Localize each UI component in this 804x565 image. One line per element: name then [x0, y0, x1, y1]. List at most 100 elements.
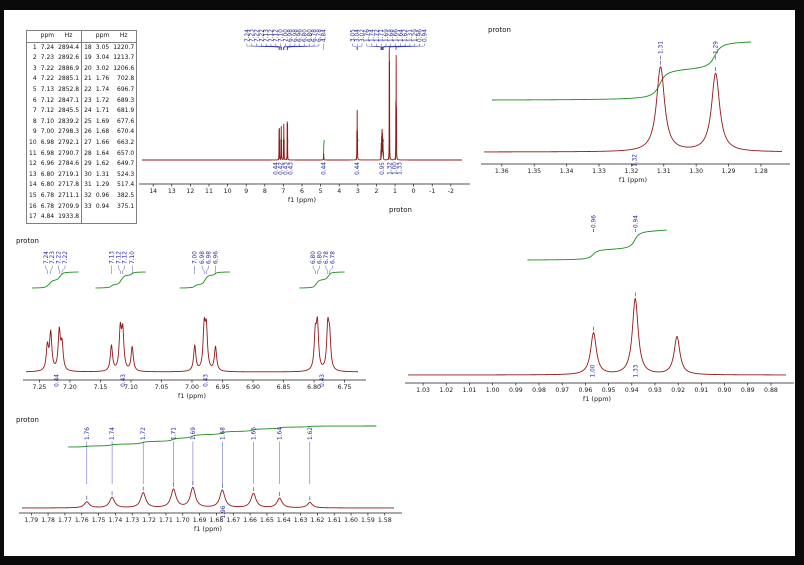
svg-text:0.44: 0.44: [273, 162, 279, 175]
peak-table-header: Hz: [56, 30, 82, 43]
peak-table-cell: 7.10: [40, 117, 55, 125]
svg-text:6.75: 6.75: [338, 384, 352, 391]
peak-table-cell: 12: [29, 160, 37, 168]
peak-table-row: 14 6.80 2717.8 31 1.29 517.4: [27, 180, 137, 191]
svg-text:7.22: 7.22: [57, 251, 63, 264]
peak-table-row: 7 7.12 2845.5 24 1.71 681.9: [27, 106, 137, 117]
svg-text:6.98: 6.98: [288, 29, 294, 42]
svg-text:6.98: 6.98: [200, 251, 206, 264]
svg-text:7.23: 7.23: [250, 29, 256, 42]
peak-table[interactable]: ppm Hz ppm Hz 1 7.24 2894.4 18 3.05 1220.7 2 7.23 28…: [26, 30, 138, 224]
peak-table-cell: 681.9: [117, 107, 135, 115]
window-frame-right: [795, 0, 804, 565]
svg-text:1.69: 1.69: [384, 29, 390, 42]
peak-table-cell: 16: [29, 202, 37, 210]
svg-text:7.12: 7.12: [269, 29, 275, 42]
svg-text:6.78: 6.78: [324, 251, 330, 264]
svg-text:6.78: 6.78: [330, 251, 336, 264]
peak-table-cell: 375.1: [117, 202, 135, 210]
peak-table-cell: 21: [81, 74, 94, 85]
peak-table-cell: 2717.8: [58, 181, 80, 189]
peak-table-cell: 19: [81, 53, 94, 64]
svg-text:1.67: 1.67: [226, 517, 240, 524]
svg-text:1.02: 1.02: [439, 387, 453, 394]
svg-text:0.95: 0.95: [380, 162, 386, 175]
svg-text:8: 8: [263, 188, 267, 195]
chart-full-spectrum[interactable]: 14 13 12 11 10 9 8 7 6 5 4 3 2 1 0 -1 -2f1 (ppm)proton0.…: [138, 12, 470, 220]
svg-text:1.62: 1.62: [403, 29, 409, 42]
peak-table-cell: 6.96: [40, 160, 55, 168]
peak-table-row: 9 7.00 2798.3 26 1.68 670.4: [27, 127, 137, 138]
peak-table-row: 10 6.98 2792.1 27 1.66 663.2: [27, 137, 137, 149]
svg-text:1.59: 1.59: [361, 517, 375, 524]
peak-table-cell: 23: [81, 95, 94, 107]
svg-text:7.00: 7.00: [185, 384, 199, 391]
peak-table-cell: 1206.6: [113, 64, 135, 72]
peak-table-cell: 18: [81, 42, 94, 54]
peak-table-cell: 1.62: [95, 160, 110, 168]
svg-text:0.97: 0.97: [555, 387, 569, 394]
svg-text:7.00: 7.00: [193, 251, 199, 264]
svg-text:0.44: 0.44: [355, 162, 361, 175]
peak-table-cell: 6.78: [40, 191, 55, 199]
svg-text:2: 2: [374, 188, 378, 195]
peak-table-cell: 15: [29, 191, 37, 199]
svg-text:proton: proton: [488, 26, 511, 34]
chart-zoom-1p76-1p62[interactable]: 1.79 1.78 1.77 1.76 1.75 1.74 1.73 1.72 1.71 1.70…: [12, 412, 406, 550]
svg-text:7.22: 7.22: [259, 29, 265, 42]
svg-text:0.88: 0.88: [764, 387, 778, 394]
peak-table-cell: [81, 212, 94, 224]
chart-zoom-0p96-0p94[interactable]: 1.03 1.02 1.01 1.00 0.99 0.98 0.97 0.96 0.95 0.94…: [400, 198, 798, 412]
chart-zoom-aromatic[interactable]: 7.25 7.20 7.15 7.10 7.05 7.00 6.95 6.90 6.85 6.80…: [10, 230, 398, 406]
svg-text:0.44: 0.44: [55, 374, 61, 387]
svg-text:7.12: 7.12: [123, 251, 129, 264]
svg-text:1.76: 1.76: [75, 517, 89, 524]
peak-table-cell: 663.2: [117, 138, 135, 146]
svg-text:1.76: 1.76: [85, 427, 91, 440]
svg-text:7.00: 7.00: [283, 29, 289, 42]
window-frame-bottom: [0, 556, 804, 565]
svg-text:6.85: 6.85: [277, 384, 291, 391]
svg-text:0.96: 0.96: [418, 29, 424, 42]
svg-text:1.68: 1.68: [220, 427, 226, 440]
svg-text:6.96: 6.96: [298, 29, 304, 42]
peak-table-cell: 9: [32, 128, 37, 136]
svg-text:4: 4: [337, 188, 341, 195]
chart-zoom-1p31-1p29[interactable]: 1.36 1.35 1.34 1.33 1.32 1.31 1.30 1.29 1.28 f1 (…: [478, 22, 796, 194]
peak-table-cell: 2: [32, 54, 37, 62]
peak-table-cell: 2845.5: [58, 107, 80, 115]
svg-text:7.20: 7.20: [63, 384, 77, 391]
svg-text:0.44: 0.44: [322, 162, 328, 175]
peak-table-cell: 2798.3: [58, 128, 80, 136]
peak-table-cell: 6.98: [40, 149, 55, 157]
peak-table-header: Hz: [111, 30, 137, 43]
peak-table-cell: 1.64: [95, 149, 110, 157]
svg-text:proton: proton: [16, 237, 39, 245]
svg-text:1.69: 1.69: [191, 427, 197, 440]
peak-table-cell: 524.3: [117, 170, 135, 178]
peak-table-cell: [111, 212, 137, 223]
peak-table-cell: 17: [29, 213, 37, 221]
svg-text:-1: -1: [429, 188, 435, 195]
peak-table-cell: 1.69: [95, 117, 110, 125]
svg-text:1.72: 1.72: [374, 29, 380, 42]
peak-table-row: 13 6.80 2719.1 30 1.31 524.3: [27, 169, 137, 181]
svg-text:1.66: 1.66: [243, 517, 257, 524]
svg-text:1.00: 1.00: [590, 364, 596, 377]
peak-table-cell: 670.4: [117, 128, 135, 136]
peak-table-cell: 29: [81, 159, 94, 170]
peak-table-cell: 2709.9: [58, 202, 80, 210]
peak-table-cell: 27: [81, 137, 94, 149]
peak-table-header: ppm: [93, 30, 112, 43]
peak-table-cell: 689.3: [117, 96, 135, 104]
peak-table-cell: 1.74: [95, 85, 110, 93]
svg-text:1.65: 1.65: [260, 517, 274, 524]
svg-text:7.05: 7.05: [155, 384, 169, 391]
svg-text:-2: -2: [448, 188, 454, 195]
svg-text:5: 5: [319, 188, 323, 195]
peak-table-cell: 30: [81, 169, 94, 181]
svg-text:7.10: 7.10: [130, 251, 136, 264]
svg-text:13: 13: [168, 188, 176, 195]
svg-text:1.31: 1.31: [659, 41, 665, 54]
